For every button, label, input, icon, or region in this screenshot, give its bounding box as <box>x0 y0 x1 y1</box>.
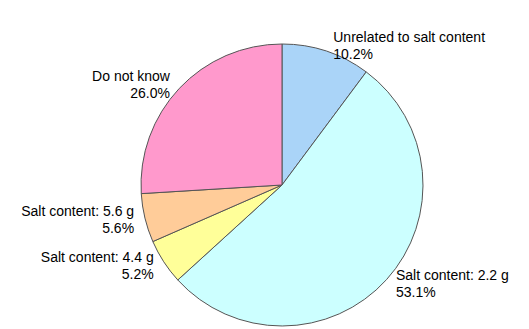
svg-text:Do not know: Do not know <box>92 68 171 84</box>
svg-text:5.2%: 5.2% <box>122 266 154 282</box>
svg-text:Salt content: 4.4 g: Salt content: 4.4 g <box>41 249 154 265</box>
svg-text:5.6%: 5.6% <box>102 220 134 236</box>
svg-text:10.2%: 10.2% <box>333 46 373 62</box>
svg-text:26.0%: 26.0% <box>130 85 170 101</box>
svg-text:Unrelated to salt content: Unrelated to salt content <box>333 29 485 45</box>
svg-text:53.1%: 53.1% <box>396 284 436 300</box>
svg-text:Salt content: 2.2 g: Salt content: 2.2 g <box>396 267 509 283</box>
svg-text:Salt content: 5.6 g: Salt content: 5.6 g <box>21 203 134 219</box>
